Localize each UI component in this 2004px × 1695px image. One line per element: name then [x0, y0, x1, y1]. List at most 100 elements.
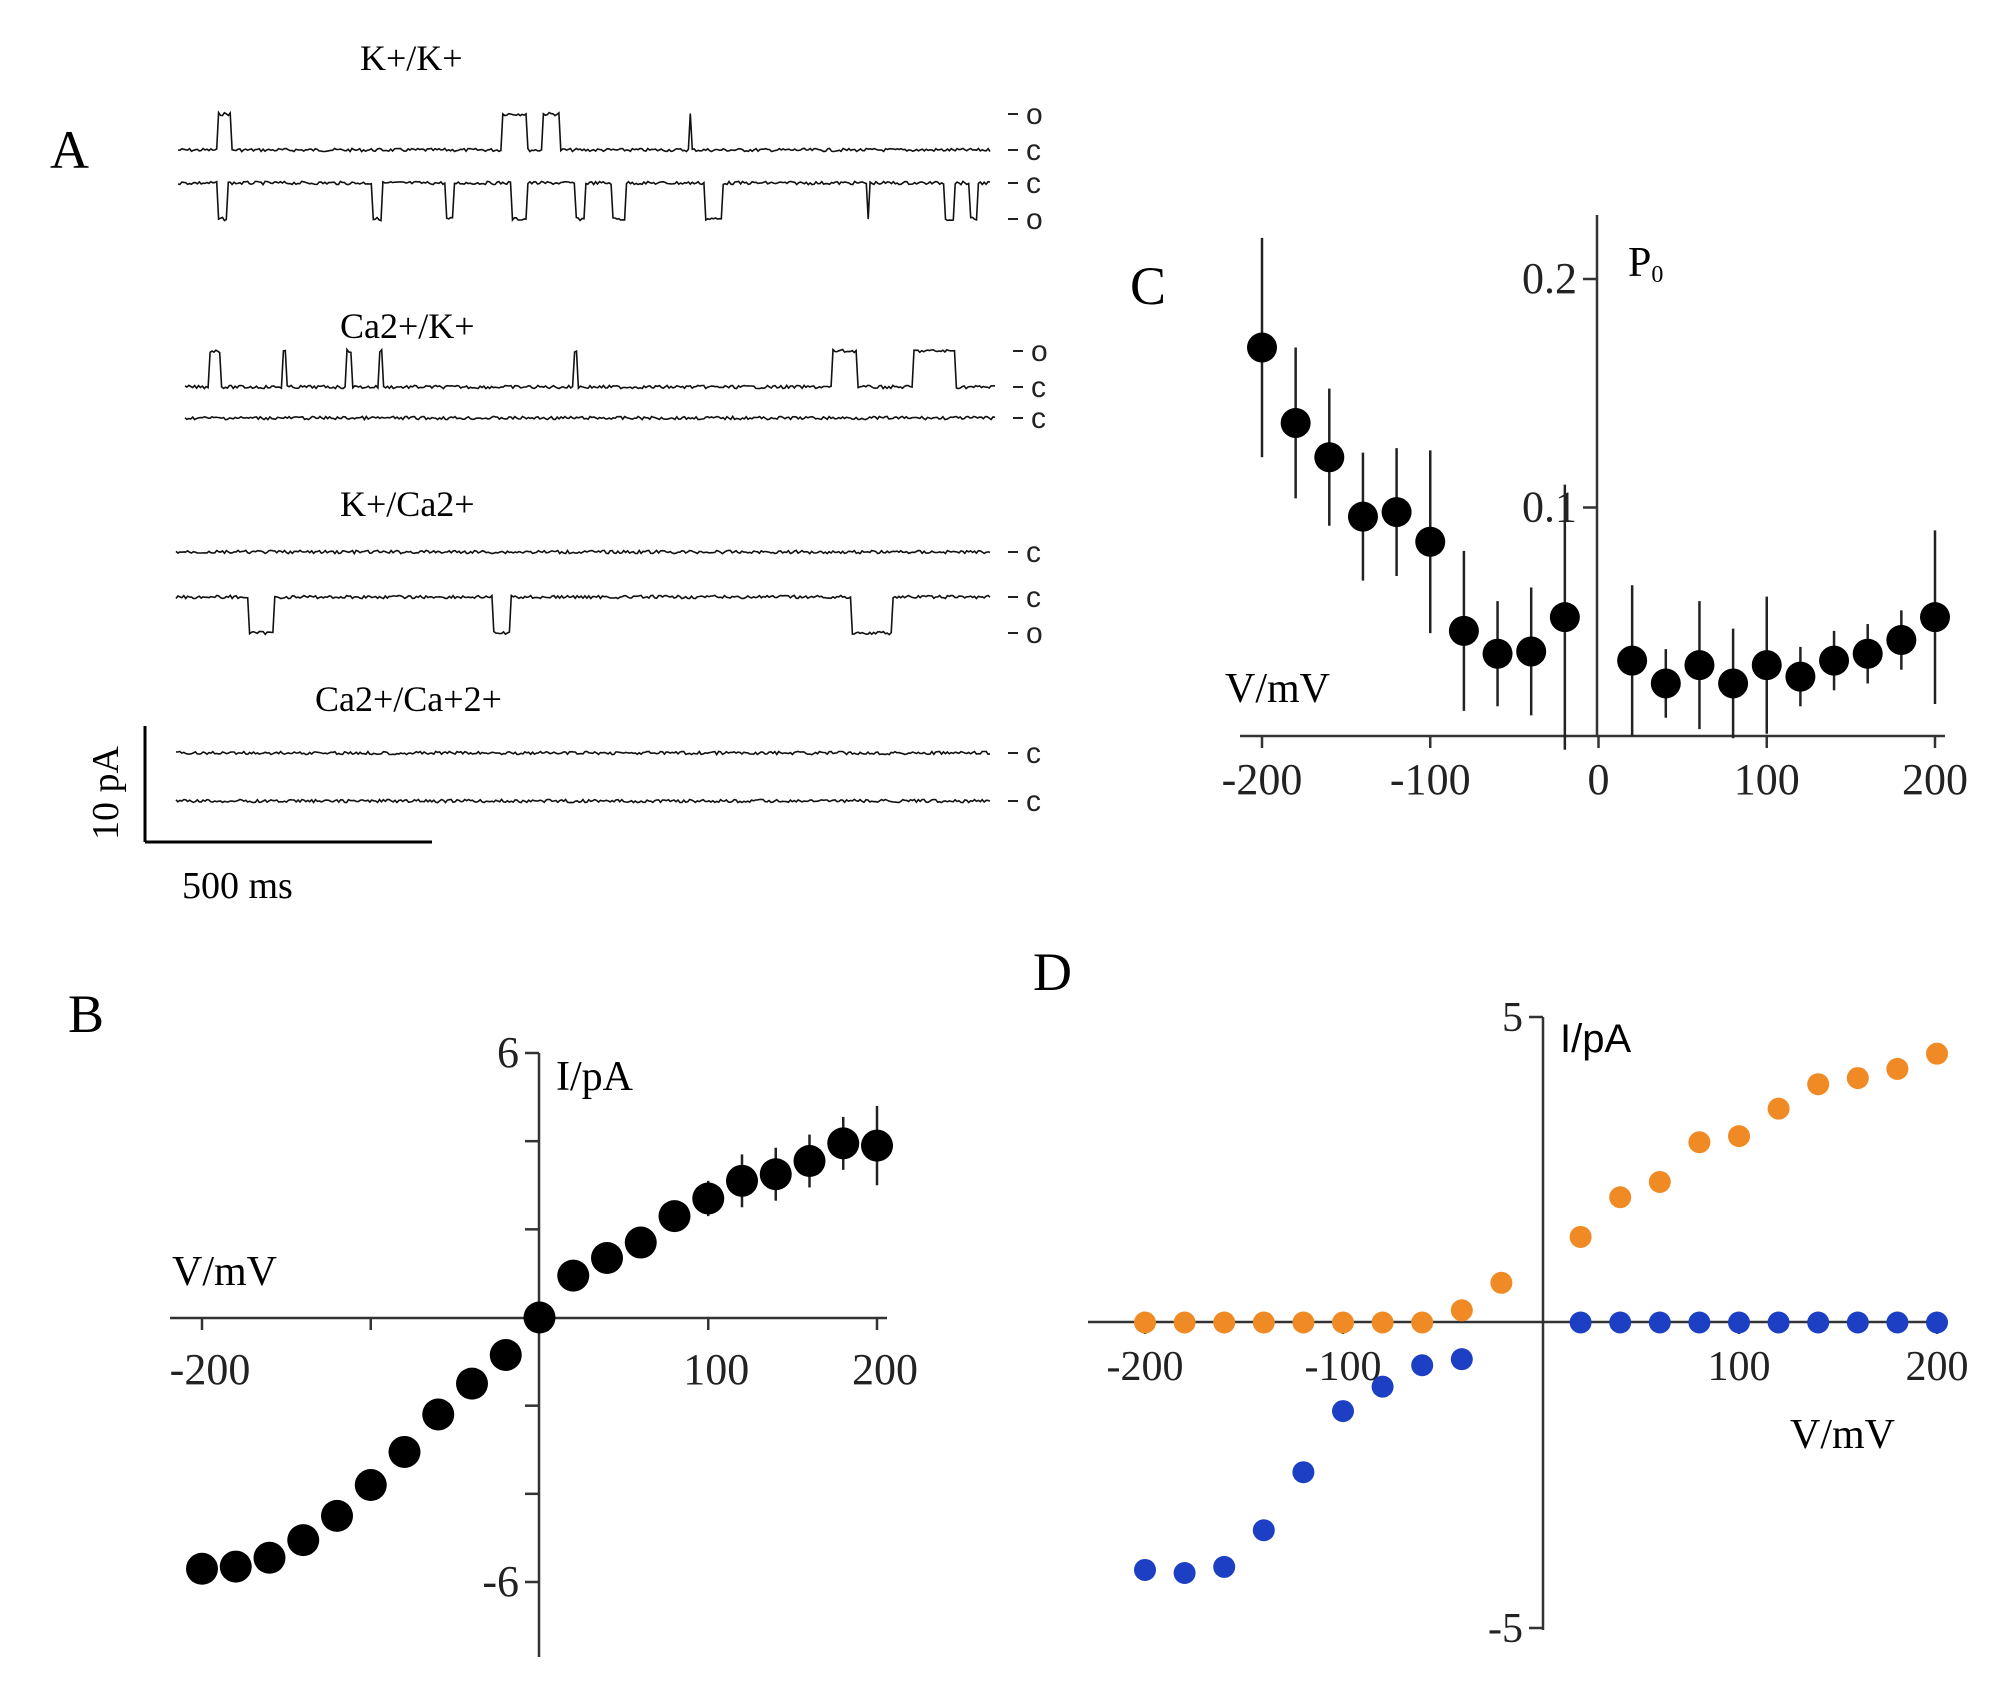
panel-c-point-data — [1819, 645, 1850, 676]
panel-c-point-data — [1852, 638, 1883, 669]
trace-title-ca-k: Ca2+/K+ — [340, 306, 475, 346]
panel-d-point-blue — [1292, 1461, 1315, 1484]
panel-b-point-data — [861, 1129, 893, 1162]
panel-c-y-tick-label: 0.1 — [1522, 483, 1577, 532]
panel-d-iv-chart: V/mV I/pA -200 -100 100 200 5 -5 — [1088, 995, 1969, 1652]
panel-d-point-blue — [1886, 1311, 1909, 1334]
closed-level-label: c — [1026, 785, 1041, 818]
panel-d-point-orange — [1490, 1271, 1513, 1294]
panel-c-po-chart: V/mV P0 -200 -100 0 100 200 0.2 0.1 — [1222, 215, 1968, 804]
scalebar-current-label: 10 pA — [85, 746, 127, 841]
panel-c-point-data — [1785, 661, 1816, 692]
trace-sweep — [175, 750, 991, 757]
panel-d-point-blue — [1450, 1348, 1473, 1371]
panel-c-point-data — [1549, 602, 1580, 633]
panel-d-point-orange — [1569, 1225, 1592, 1248]
panel-b-xlabel: V/mV — [172, 1249, 277, 1295]
closed-level-label: c — [1026, 737, 1041, 770]
panel-d-point-blue — [1807, 1311, 1830, 1334]
panel-b-point-data — [219, 1550, 252, 1583]
panel-d-point-orange — [1648, 1170, 1671, 1193]
trace-sweep — [177, 180, 991, 223]
panel-d-point-blue — [1688, 1311, 1711, 1334]
panel-b-point-data — [793, 1145, 826, 1178]
panel-c-point-data — [1314, 442, 1345, 473]
panel-d-point-blue — [1173, 1562, 1196, 1585]
panel-c-point-data — [1920, 602, 1950, 633]
panel-d-point-orange — [1450, 1299, 1473, 1322]
panel-c-point-data — [1280, 407, 1311, 438]
panel-b-point-data — [287, 1524, 320, 1557]
panel-letter-d: D — [1033, 942, 1072, 1002]
panel-b-point-data — [827, 1127, 860, 1160]
panel-c-point-data — [1886, 625, 1917, 656]
panel-c-point-data — [1415, 526, 1446, 557]
panel-c-point-data — [1650, 668, 1681, 699]
panel-d-point-orange — [1886, 1057, 1909, 1080]
panel-b-point-data — [658, 1200, 691, 1233]
panel-d-x-tick-label: -200 — [1107, 1344, 1184, 1390]
panel-c-ylabel: P0 — [1628, 240, 1663, 288]
panel-d-point-orange — [1213, 1311, 1236, 1334]
panel-letter-a: A — [50, 120, 89, 180]
panel-b-point-data — [759, 1158, 792, 1191]
panel-d-point-orange — [1926, 1042, 1948, 1065]
panel-c-point-data — [1617, 645, 1648, 676]
trace-title-k-ca: K+/Ca2+ — [340, 484, 475, 524]
panel-d-point-blue — [1569, 1311, 1592, 1334]
open-level-label: o — [1031, 335, 1048, 368]
panel-c-point-data — [1247, 332, 1277, 363]
panel-d-point-orange — [1807, 1073, 1830, 1096]
panel-d-point-blue — [1926, 1311, 1948, 1334]
panel-a-traces: K+/K+ Ca2+/K+ K+/Ca2+ Ca2+/Ca+2+ cocococ… — [85, 38, 1048, 907]
panel-d-point-blue — [1134, 1558, 1156, 1581]
panel-b-x-tick-label: 100 — [683, 1345, 749, 1394]
panel-d-point-blue — [1252, 1519, 1275, 1542]
panel-c-xlabel: V/mV — [1225, 666, 1330, 712]
closed-level-label: c — [1026, 167, 1041, 200]
trace-sweep — [184, 414, 996, 422]
panel-b-point-data — [354, 1469, 387, 1502]
open-level-label: o — [1026, 98, 1043, 131]
panel-c-x-tick-label: 200 — [1902, 755, 1968, 804]
panel-d-point-orange — [1767, 1097, 1790, 1120]
panel-d-point-blue — [1648, 1311, 1671, 1334]
panel-d-y-tick-label: 5 — [1502, 995, 1523, 1041]
panel-d-point-blue — [1609, 1311, 1632, 1334]
panel-d-point-orange — [1728, 1125, 1750, 1148]
panel-b-point-data — [557, 1259, 590, 1292]
panel-d-x-tick-label: -100 — [1305, 1344, 1382, 1390]
closed-level-label: c — [1026, 536, 1041, 569]
panel-b-point-data — [692, 1182, 725, 1215]
closed-level-label: c — [1031, 371, 1046, 404]
panel-d-xlabel: V/mV — [1790, 1412, 1895, 1458]
panel-b-x-tick-label: -200 — [170, 1345, 251, 1394]
panel-b-iv-chart: V/mV I/pA -200 100 200 6 -6 — [170, 1028, 918, 1657]
panel-d-point-orange — [1846, 1067, 1869, 1090]
panel-b-point-data — [253, 1541, 286, 1574]
panel-c-point-data — [1381, 497, 1412, 528]
panel-d-point-blue — [1332, 1400, 1354, 1423]
closed-level-label: c — [1026, 581, 1041, 614]
panel-b-point-data — [388, 1435, 421, 1468]
panel-c-point-data — [1684, 650, 1715, 681]
trace-title-k-k: K+/K+ — [360, 38, 463, 78]
panel-d-point-blue — [1846, 1311, 1869, 1334]
trace-sweep — [175, 798, 991, 804]
panel-b-point-data — [422, 1398, 455, 1431]
panel-c-x-tick-label: -100 — [1390, 755, 1471, 804]
panel-b-point-data — [624, 1226, 657, 1259]
panel-b-x-tick-label: 200 — [852, 1345, 918, 1394]
panel-b-point-data — [321, 1499, 353, 1532]
panel-b-point-data — [489, 1338, 522, 1371]
open-level-label: o — [1026, 617, 1043, 650]
panel-d-point-blue — [1371, 1375, 1394, 1398]
panel-b-y-tick-label: 6 — [497, 1028, 519, 1077]
panel-d-point-orange — [1688, 1131, 1711, 1154]
panel-c-point-data — [1448, 615, 1479, 646]
panel-d-point-orange — [1134, 1311, 1156, 1334]
panel-b-point-data — [726, 1164, 758, 1197]
panel-c-x-tick-label: 100 — [1734, 755, 1800, 804]
